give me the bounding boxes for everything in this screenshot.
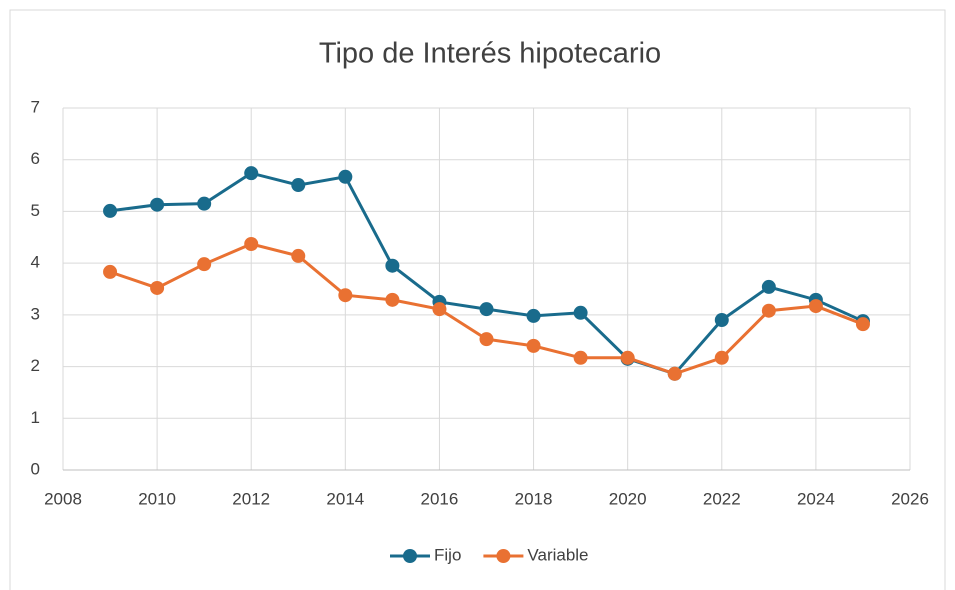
data-point — [855, 317, 870, 332]
x-tick-label: 2012 — [232, 489, 270, 508]
data-point — [385, 292, 400, 307]
x-tick-label: 2026 — [891, 489, 929, 508]
y-tick-label: 0 — [31, 459, 40, 478]
data-point — [150, 197, 165, 212]
x-tick-label: 2014 — [326, 489, 364, 508]
x-tick-label: 2016 — [421, 489, 459, 508]
data-point — [479, 332, 494, 347]
x-tick-label: 2008 — [44, 489, 82, 508]
y-tick-label: 1 — [31, 408, 40, 427]
data-point — [526, 338, 541, 353]
data-point — [479, 302, 494, 317]
y-tick-label: 5 — [31, 201, 40, 220]
data-point — [573, 305, 588, 320]
legend-marker — [403, 549, 417, 563]
y-tick-label: 2 — [31, 356, 40, 375]
y-tick-label: 7 — [31, 97, 40, 116]
legend-marker — [496, 549, 511, 563]
data-point — [291, 178, 306, 193]
data-point — [432, 302, 447, 317]
y-tick-label: 4 — [31, 253, 40, 272]
data-point — [338, 169, 353, 184]
data-point — [761, 303, 776, 318]
data-point — [244, 237, 259, 252]
x-tick-label: 2024 — [797, 489, 835, 508]
x-tick-label: 2022 — [703, 489, 741, 508]
data-point — [244, 166, 259, 181]
data-point — [338, 288, 353, 303]
data-point — [808, 299, 823, 314]
data-point — [197, 196, 212, 211]
x-tick-label: 2020 — [609, 489, 647, 508]
data-point — [526, 308, 541, 323]
legend-label: Variable — [527, 545, 588, 564]
data-point — [761, 279, 776, 294]
y-tick-label: 6 — [31, 149, 40, 168]
chart-title: Tipo de Interés hipotecario — [319, 38, 661, 70]
x-tick-label: 2010 — [138, 489, 176, 508]
legend-label: Fijo — [434, 545, 461, 564]
data-point — [385, 258, 400, 273]
data-point — [197, 257, 212, 272]
data-point — [103, 203, 118, 218]
data-point — [150, 280, 165, 295]
data-point — [103, 264, 118, 279]
data-point — [620, 350, 635, 365]
x-tick-label: 2018 — [515, 489, 553, 508]
data-point — [291, 248, 306, 263]
chart-frame — [9, 9, 946, 590]
data-point — [714, 313, 729, 328]
data-point — [714, 350, 729, 365]
data-point — [667, 366, 682, 381]
y-tick-label: 3 — [31, 304, 40, 323]
data-point — [573, 350, 588, 365]
